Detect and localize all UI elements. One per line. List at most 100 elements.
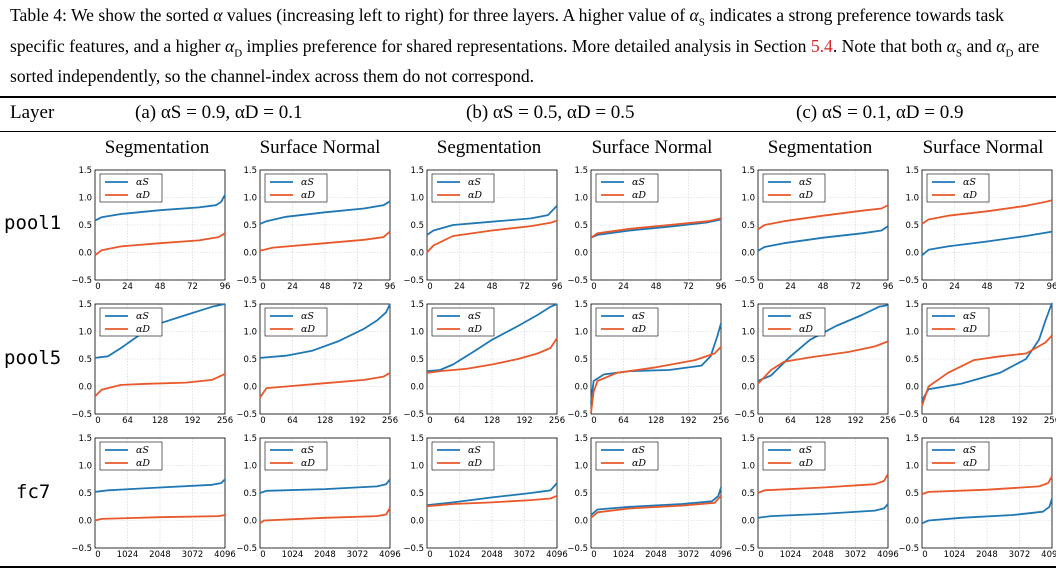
alpha-d-series-line — [757, 204, 889, 231]
legend-entry-alpha-d: αD — [468, 190, 482, 201]
y-tick-label: 0.0 — [574, 517, 588, 527]
plot-panel: 1.5 1.0 0.5 0.0 −0.50 64 128 192 256 αS αD — [734, 300, 896, 426]
plot-panel: 1.5 1.0 0.5 0.0 −0.50 64 128 192 256 αS αD — [567, 300, 729, 426]
y-tick-label: 1.5 — [574, 300, 588, 310]
alpha-s-series-line — [921, 302, 1053, 401]
y-tick-label: 0.0 — [905, 517, 919, 527]
x-tick-label: 0 — [95, 416, 100, 426]
row-label-fc7: fc7 — [16, 481, 51, 503]
plot-panel: 1.5 1.0 0.5 0.0 −0.50 24 48 72 96 αS αD — [403, 166, 562, 292]
plot-panel: 1.5 1.0 0.5 0.0 −0.50 1024 2048 3072 4096 αS αD — [71, 434, 235, 560]
plot-frame — [590, 303, 722, 415]
legend-box — [431, 307, 495, 337]
plot-frame — [94, 303, 226, 415]
y-tick-label: 0.5 — [905, 355, 919, 365]
plot-panel: 1.5 1.0 0.5 0.0 −0.50 1024 2048 3072 4096 αS αD — [734, 434, 898, 560]
x-tick-label: 256 — [880, 416, 896, 426]
x-tick-label: 96 — [385, 282, 396, 292]
x-tick-label: 3072 — [182, 550, 204, 560]
y-tick-label: 0.5 — [78, 489, 92, 499]
alpha-s-series-line — [757, 225, 889, 252]
legend-entry-alpha-d: αD — [799, 190, 813, 201]
plot-panel: 1.5 1.0 0.5 0.0 −0.50 64 128 192 256 αS αD — [403, 300, 565, 426]
legend-entry-alpha-s: αS — [799, 445, 812, 456]
x-tick-label: 1024 — [117, 550, 139, 560]
y-tick-label: −0.5 — [567, 544, 588, 554]
y-tick-label: −0.5 — [236, 544, 257, 554]
y-tick-label: 0.5 — [905, 489, 919, 499]
x-tick-label: 48 — [651, 282, 662, 292]
x-tick-label: 48 — [982, 282, 993, 292]
x-tick-label: 4096 — [710, 550, 732, 560]
x-tick-label: 72 — [187, 282, 198, 292]
y-tick-label: 1.0 — [741, 462, 755, 472]
x-tick-label: 0 — [260, 282, 265, 292]
y-tick-label: −0.5 — [403, 410, 424, 420]
y-tick-label: 1.5 — [410, 166, 424, 176]
x-tick-label: 48 — [155, 282, 166, 292]
alpha-s-series-line — [757, 503, 889, 519]
x-tick-label: 1024 — [944, 550, 966, 560]
x-tick-label: 4096 — [546, 550, 568, 560]
x-tick-label: 256 — [382, 416, 398, 426]
plot-panel: 1.5 1.0 0.5 0.0 −0.50 1024 2048 3072 4096 αS αD — [898, 434, 1056, 560]
legend-entry-alpha-s: αS — [136, 445, 149, 456]
y-tick-label: 1.5 — [574, 434, 588, 444]
x-tick-label: 0 — [758, 416, 763, 426]
alpha-s-series-line — [590, 487, 722, 516]
legend-entry-alpha-d: αD — [136, 324, 150, 335]
legend-entry-alpha-s: αS — [468, 445, 481, 456]
legend-entry-alpha-s: αS — [632, 445, 645, 456]
legend-entry-alpha-d: αD — [301, 190, 315, 201]
y-tick-label: −0.5 — [734, 276, 755, 286]
legend-entry-alpha-s: αS — [468, 177, 481, 188]
x-tick-label: 24 — [949, 282, 960, 292]
plot-frame — [426, 169, 558, 281]
legend-box — [264, 441, 328, 471]
x-tick-label: 256 — [713, 416, 729, 426]
subheader-normal-b: Surface Normal — [591, 137, 713, 158]
layer-header: Layer — [10, 102, 55, 123]
y-tick-label: 0.0 — [741, 249, 755, 259]
plot-panel: 1.5 1.0 0.5 0.0 −0.50 24 48 72 96 αS αD — [734, 166, 893, 292]
y-tick-label: 1.5 — [905, 166, 919, 176]
y-tick-label: 0.0 — [905, 383, 919, 393]
y-tick-label: 1.5 — [741, 300, 755, 310]
plot-frame — [757, 169, 889, 281]
plot-panel: 1.5 1.0 0.5 0.0 −0.50 24 48 72 96 αS αD — [898, 166, 1056, 292]
legend-entry-alpha-d: αD — [632, 324, 646, 335]
x-tick-label: 4096 — [877, 550, 899, 560]
y-tick-label: 1.0 — [78, 462, 92, 472]
x-tick-label: 0 — [758, 550, 763, 560]
alpha-d-series-line — [757, 473, 889, 494]
x-tick-label: 3072 — [347, 550, 369, 560]
legend-box — [99, 441, 163, 471]
legend-entry-alpha-d: αD — [963, 324, 977, 335]
legend-entry-alpha-s: αS — [632, 177, 645, 188]
subheader-normal-a: Surface Normal — [259, 137, 381, 158]
y-tick-label: 0.0 — [410, 517, 424, 527]
group-header-a: (a) αS = 0.9, αD = 0.1 — [135, 102, 303, 123]
y-tick-label: −0.5 — [403, 276, 424, 286]
section-reference-link[interactable]: 5.4 — [810, 35, 833, 56]
x-tick-label: 0 — [591, 550, 596, 560]
top-rule — [0, 96, 1056, 98]
x-tick-label: 192 — [1011, 416, 1027, 426]
alpha-s-series-line — [921, 498, 1053, 525]
legend-entry-alpha-d: αD — [468, 458, 482, 469]
y-tick-label: 0.0 — [243, 517, 257, 527]
x-tick-label: 48 — [320, 282, 331, 292]
x-tick-label: 192 — [680, 416, 696, 426]
x-tick-label: 64 — [949, 416, 960, 426]
x-tick-label: 96 — [1047, 282, 1056, 292]
x-tick-label: 72 — [850, 282, 861, 292]
y-tick-label: 1.5 — [78, 166, 92, 176]
y-tick-label: 0.5 — [243, 489, 257, 499]
row-label-pool1: pool1 — [4, 212, 62, 234]
y-tick-label: 1.5 — [78, 300, 92, 310]
legend-entry-alpha-s: αS — [301, 311, 314, 322]
plot-frame — [590, 169, 722, 281]
y-tick-label: 0.5 — [574, 489, 588, 499]
y-tick-label: −0.5 — [734, 544, 755, 554]
y-tick-label: 0.0 — [78, 517, 92, 527]
